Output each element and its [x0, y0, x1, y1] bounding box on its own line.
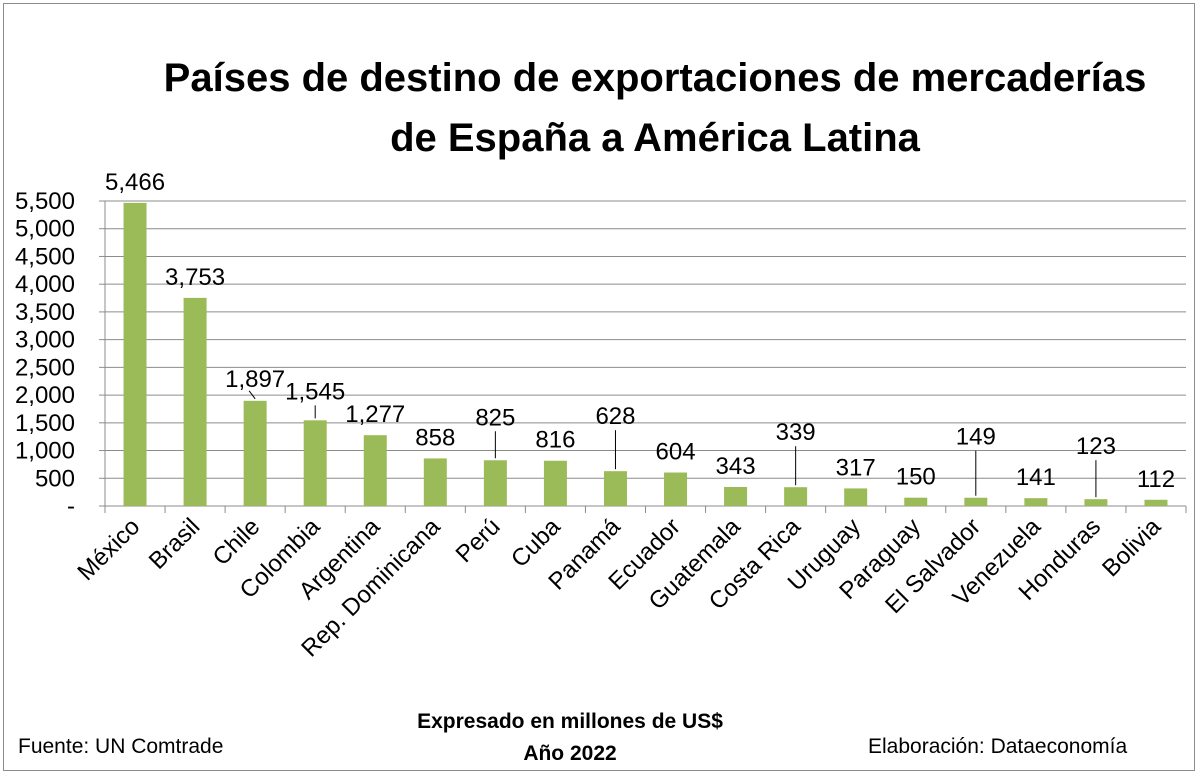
bar [844, 488, 868, 506]
y-tick-label: 2,000 [15, 382, 75, 409]
value-label: 141 [1016, 464, 1056, 491]
bar [423, 458, 447, 506]
year-note: Año 2022 [523, 742, 617, 765]
y-tick-label: 4,000 [15, 271, 75, 298]
bar [964, 497, 988, 506]
category-label: Perú [451, 513, 506, 568]
value-label: 628 [595, 403, 635, 430]
y-tick-label: 3,000 [15, 327, 75, 354]
category-label: Brasil [144, 513, 206, 575]
value-label: 858 [415, 424, 455, 451]
value-label: 112 [1137, 466, 1175, 493]
value-label: 816 [535, 427, 575, 454]
value-label: 604 [656, 439, 696, 466]
value-label: 3,753 [165, 264, 225, 291]
chart-title-line-2: de España a América Latina [390, 116, 920, 160]
value-label: 123 [1076, 433, 1116, 460]
bar [363, 435, 387, 506]
bar [1024, 498, 1048, 506]
value-label: 343 [716, 453, 756, 480]
category-label: México [72, 513, 145, 586]
value-label: 1,897 [225, 366, 285, 393]
y-tick-label: 4,500 [15, 243, 75, 270]
category-label: Bolivia [1097, 513, 1167, 583]
value-label: 150 [896, 464, 936, 491]
value-label: 5,466 [105, 169, 165, 196]
chart-title: Países de destino de exportaciones de me… [150, 48, 1160, 168]
bar [1084, 499, 1108, 506]
chart-frame [3, 3, 1195, 771]
bar [724, 486, 748, 506]
value-label: 149 [956, 424, 996, 451]
chart-title-line-1: Países de destino de exportaciones de me… [163, 56, 1147, 100]
bar-chart: -5001,0001,5002,0002,5003,0003,5004,0004… [15, 169, 1187, 662]
bar [183, 297, 207, 506]
y-tick-label: 2,500 [15, 354, 75, 381]
value-label: 317 [836, 454, 876, 481]
source-label: Fuente: UN Comtrade [18, 735, 224, 758]
leader-line [248, 390, 256, 400]
bar [303, 420, 327, 506]
credit-label: Elaboración: Dataeconomía [868, 735, 1128, 758]
bar [123, 202, 147, 507]
y-tick-label: 1,000 [15, 438, 75, 465]
y-tick-label: 500 [35, 465, 75, 492]
value-label: 1,277 [345, 401, 405, 428]
bar [664, 472, 688, 506]
chart-note: Expresado en millones de US$ Año 2022 [360, 706, 780, 770]
bar [543, 460, 567, 506]
units-note: Expresado en millones de US$ [417, 710, 723, 733]
value-label: 339 [776, 419, 816, 446]
bar [603, 471, 627, 506]
value-label: 825 [475, 404, 515, 431]
bar [904, 497, 928, 506]
bar [1144, 499, 1168, 506]
y-tick-label: 5,500 [15, 188, 75, 215]
bar [483, 460, 507, 506]
y-tick-label: - [67, 493, 75, 520]
value-label: 1,545 [285, 378, 345, 405]
bar [784, 487, 808, 506]
bar [243, 400, 267, 506]
y-tick-label: 3,500 [15, 299, 75, 326]
y-tick-label: 1,500 [15, 410, 75, 437]
y-tick-label: 5,000 [15, 216, 75, 243]
